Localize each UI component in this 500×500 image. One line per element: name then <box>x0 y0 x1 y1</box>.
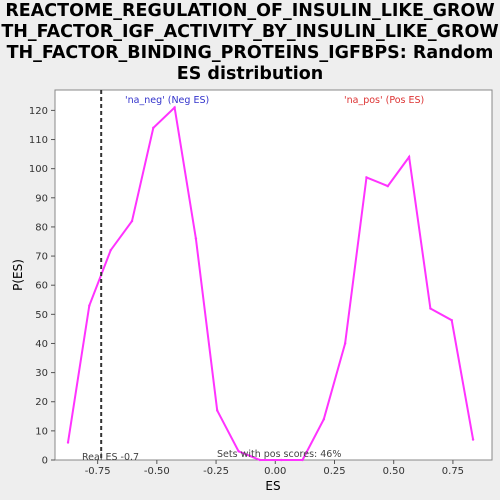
data-point <box>365 176 368 179</box>
data-point <box>152 126 155 130</box>
data-point <box>429 307 432 310</box>
data-points <box>66 106 475 462</box>
data-point <box>194 237 198 240</box>
data-point <box>343 342 347 345</box>
data-point <box>109 249 112 252</box>
pos-scores-label: Sets with pos scores: 46% <box>217 449 341 460</box>
data-point <box>301 458 304 462</box>
data-point <box>279 458 283 462</box>
data-point <box>237 450 240 453</box>
y-tick-label: 50 <box>35 310 48 321</box>
data-point <box>322 418 326 421</box>
data-point <box>216 409 219 412</box>
data-point <box>450 318 453 322</box>
data-point <box>173 106 176 109</box>
real-es-label: Real ES -0.7 <box>82 452 139 463</box>
es-distribution-line <box>67 105 475 461</box>
y-tick-label: 0 <box>42 456 48 467</box>
data-point <box>88 304 91 307</box>
x-tick-label: -0.75 <box>85 466 111 477</box>
x-tick-label: 0.25 <box>323 466 345 477</box>
x-tick-label: 0.50 <box>383 466 405 477</box>
data-point <box>258 458 262 462</box>
y-tick-label: 60 <box>35 281 48 292</box>
data-point <box>386 184 389 188</box>
y-axis: 0 10 20 30 40 50 60 70 80 90 100 110 120 <box>29 106 55 467</box>
x-tick-label: 0.00 <box>264 466 286 477</box>
x-tick-label: -0.25 <box>203 466 229 477</box>
y-tick-label: 10 <box>35 426 48 437</box>
x-axis: -0.75 -0.50 -0.25 0.00 0.25 0.50 0.75 <box>85 460 464 477</box>
neg-es-label: 'na_neg' (Neg ES) <box>125 95 209 106</box>
y-tick-label: 80 <box>35 222 48 233</box>
y-tick-label: 40 <box>35 339 48 350</box>
y-axis-title: P(ES) <box>11 259 25 291</box>
pos-es-label: 'na_pos' (Pos ES) <box>344 95 424 106</box>
x-tick-label: -0.50 <box>144 466 170 477</box>
data-point <box>407 155 411 159</box>
data-point <box>66 441 70 444</box>
x-tick-label: 0.75 <box>442 466 464 477</box>
data-point <box>130 219 134 223</box>
chart-title: REACTOME_REGULATION_OF_INSULIN_LIKE_GROW… <box>1 1 499 84</box>
y-tick-label: 120 <box>29 106 48 117</box>
y-tick-label: 30 <box>35 368 48 379</box>
plot-background <box>54 89 493 461</box>
y-tick-label: 100 <box>29 164 48 175</box>
data-point <box>471 438 475 441</box>
y-tick-label: 110 <box>29 135 48 146</box>
y-tick-label: 20 <box>35 397 48 408</box>
y-tick-label: 70 <box>35 252 48 263</box>
x-axis-title: ES <box>265 479 280 493</box>
y-tick-label: 90 <box>35 193 48 204</box>
